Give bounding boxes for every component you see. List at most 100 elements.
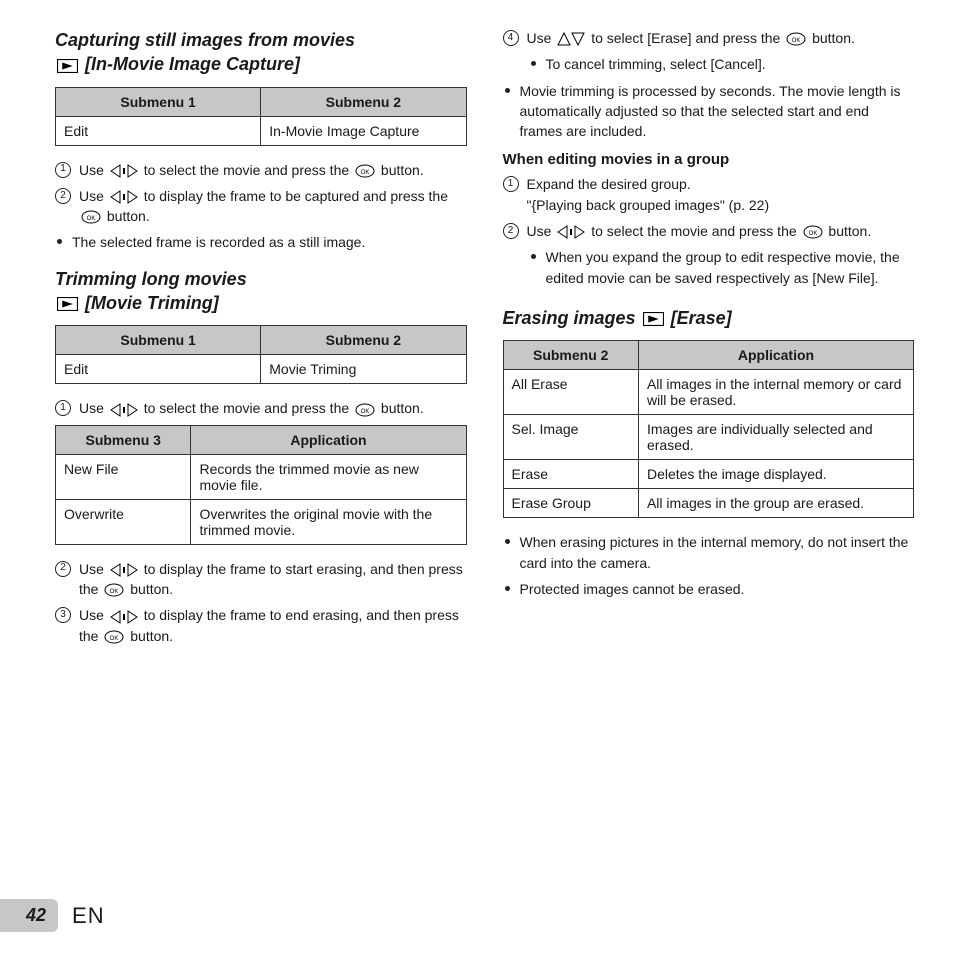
- table-cell: All Erase: [503, 370, 638, 415]
- step-text: Use: [79, 607, 108, 623]
- section-heading-erase: Erasing images [Erase]: [503, 306, 915, 330]
- bullet-icon: [505, 539, 510, 544]
- step-text: button.: [381, 400, 424, 416]
- bullet-icon: [531, 254, 536, 259]
- step-text: button.: [130, 628, 173, 644]
- ok-button-icon: OK: [355, 164, 375, 178]
- table-cell: All images in the internal memory or car…: [638, 370, 913, 415]
- table-cell: Images are individually selected and era…: [638, 415, 913, 460]
- table-cell: Edit: [56, 116, 261, 145]
- step-text: Use: [79, 400, 108, 416]
- table-header: Application: [638, 341, 913, 370]
- table-header: Submenu 3: [56, 425, 191, 454]
- table-cell: Sel. Image: [503, 415, 638, 460]
- step-text: to select the movie and press the: [591, 223, 800, 239]
- bullet-icon: [505, 88, 510, 93]
- step-text: Use: [79, 188, 108, 204]
- bullet-icon: [531, 61, 536, 66]
- bullet-text: Protected images cannot be erased.: [520, 579, 745, 599]
- ok-button-icon: OK: [803, 225, 823, 239]
- table-cell: Overwrites the original movie with the t…: [191, 499, 466, 544]
- table-header: Application: [191, 425, 466, 454]
- ok-button-icon: OK: [786, 32, 806, 46]
- left-column: Capturing still images from movies [In-M…: [55, 28, 467, 652]
- bullet-text: To cancel trimming, select [Cancel].: [546, 54, 766, 74]
- ok-button-icon: OK: [104, 630, 124, 644]
- bullet-text: When erasing pictures in the internal me…: [520, 532, 915, 573]
- table-cell: Erase Group: [503, 489, 638, 518]
- step-item: 4 Use to select [Erase] and press the OK…: [503, 28, 915, 48]
- heading-line: Capturing still images from movies: [55, 28, 467, 52]
- page-number: 42: [0, 899, 58, 932]
- table-cell: Overwrite: [56, 499, 191, 544]
- step-text: to select [Erase] and press the: [591, 30, 784, 46]
- step-text: "{Playing back grouped images" (p. 22): [527, 197, 770, 213]
- left-right-arrow-icon: [110, 563, 138, 577]
- right-column: 4 Use to select [Erase] and press the OK…: [503, 28, 915, 652]
- step-number-icon: 2: [503, 223, 519, 239]
- step-text: button.: [107, 208, 150, 224]
- page-footer: 42 EN: [0, 899, 105, 932]
- table-header: Submenu 1: [56, 326, 261, 355]
- step-item: 2 Use to select the movie and press the …: [503, 221, 915, 241]
- bullet-icon: [505, 586, 510, 591]
- step-text: Use: [527, 223, 556, 239]
- subheading-group-edit: When editing movies in a group: [503, 151, 915, 168]
- left-right-arrow-icon: [110, 403, 138, 417]
- svg-text:OK: OK: [110, 589, 119, 595]
- heading-line: Trimming long movies: [55, 267, 467, 291]
- step-text: button.: [130, 581, 173, 597]
- table-header: Submenu 2: [261, 87, 466, 116]
- up-down-arrow-icon: [557, 32, 585, 46]
- step-number-icon: 4: [503, 30, 519, 46]
- heading-text: [Movie Triming]: [85, 293, 219, 313]
- bullet-icon: [57, 239, 62, 244]
- ok-button-icon: OK: [355, 403, 375, 417]
- step-text: button.: [812, 30, 855, 46]
- sub-bullet-item: When you expand the group to edit respec…: [503, 247, 915, 288]
- step-text: Use: [79, 561, 108, 577]
- svg-text:OK: OK: [808, 231, 817, 237]
- step-text: Use: [527, 30, 556, 46]
- step-text: to select the movie and press the: [144, 162, 353, 178]
- step-item: 1 Expand the desired group. "{Playing ba…: [503, 174, 915, 215]
- step-text: to select the movie and press the: [144, 400, 353, 416]
- table-trimming-submenu: Submenu 1 Submenu 2 Edit Movie Triming: [55, 325, 467, 384]
- language-label: EN: [72, 903, 105, 929]
- left-right-arrow-icon: [110, 610, 138, 624]
- bullet-text: The selected frame is recorded as a stil…: [72, 232, 365, 252]
- table-cell: New File: [56, 454, 191, 499]
- section-heading-capture: Capturing still images from movies [In-M…: [55, 28, 467, 77]
- table-capture-submenu: Submenu 1 Submenu 2 Edit In-Movie Image …: [55, 87, 467, 146]
- table-cell: All images in the group are erased.: [638, 489, 913, 518]
- heading-text: [Erase]: [671, 308, 732, 328]
- heading-line: [In-Movie Image Capture]: [55, 52, 467, 76]
- table-header: Submenu 2: [261, 326, 466, 355]
- table-cell: In-Movie Image Capture: [261, 116, 466, 145]
- step-number-icon: 1: [503, 176, 519, 192]
- bullet-item: When erasing pictures in the internal me…: [503, 532, 915, 573]
- step-item: 1 Use to select the movie and press the …: [55, 160, 467, 180]
- table-cell: Records the trimmed movie as new movie f…: [191, 454, 466, 499]
- step-number-icon: 2: [55, 188, 71, 204]
- step-text: button.: [381, 162, 424, 178]
- step-number-icon: 2: [55, 561, 71, 577]
- table-header: Submenu 2: [503, 341, 638, 370]
- left-right-arrow-icon: [110, 190, 138, 204]
- bullet-item: Movie trimming is processed by seconds. …: [503, 81, 915, 142]
- ok-button-icon: OK: [81, 210, 101, 224]
- bullet-item: Protected images cannot be erased.: [503, 579, 915, 599]
- step-item: 3 Use to display the frame to end erasin…: [55, 605, 467, 646]
- svg-text:OK: OK: [361, 409, 370, 415]
- table-erase-application: Submenu 2 Application All Erase All imag…: [503, 340, 915, 518]
- svg-text:OK: OK: [792, 38, 801, 44]
- heading-line: [Movie Triming]: [55, 291, 467, 315]
- bullet-text: When you expand the group to edit respec…: [546, 247, 915, 288]
- table-cell: Movie Triming: [261, 355, 466, 384]
- step-item: 2 Use to display the frame to be capture…: [55, 186, 467, 227]
- sub-bullet-item: To cancel trimming, select [Cancel].: [503, 54, 915, 74]
- step-item: 2 Use to display the frame to start eras…: [55, 559, 467, 600]
- heading-text: [In-Movie Image Capture]: [85, 54, 300, 74]
- svg-text:OK: OK: [110, 636, 119, 642]
- step-number-icon: 3: [55, 607, 71, 623]
